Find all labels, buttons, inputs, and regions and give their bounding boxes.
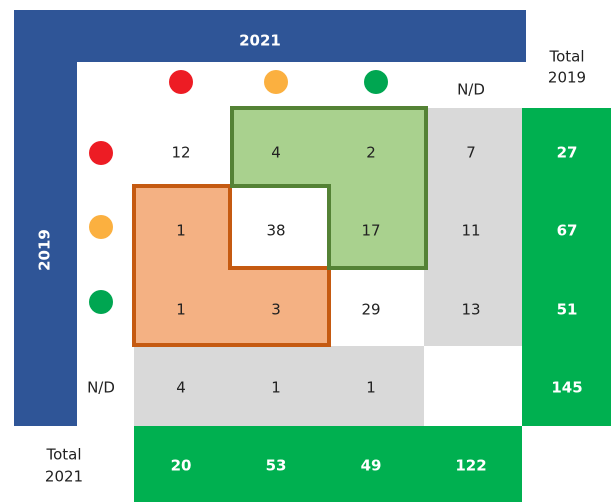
green-dot [89,290,113,314]
cell-value: 13 [461,301,480,319]
cell-value: 4 [271,144,281,162]
cell-value: 7 [466,144,476,162]
cell-value: 1 [271,379,281,397]
top-band [14,10,526,62]
row-total-band [522,108,611,426]
cell-value: 38 [266,222,285,240]
column-total-band [134,426,522,502]
cell-value: 11 [461,222,480,240]
red-dot [169,70,193,94]
green-region [230,106,428,270]
cell-value: 12 [171,144,190,162]
row-total: 67 [557,222,578,240]
cell-value: 29 [361,301,380,319]
green-dot [364,70,388,94]
cell-value: 3 [271,301,281,319]
amber-dot [264,70,288,94]
cell-value: 1 [366,379,376,397]
nd-row [134,346,424,426]
column-total: 122 [455,457,486,475]
column-total: 49 [361,457,382,475]
column-total: 53 [266,457,287,475]
row-total: 27 [557,144,578,162]
orange-region [132,184,331,347]
side-band [14,10,77,426]
total-row-label: Total [45,446,81,464]
column-nd: N/D [457,81,485,99]
row-nd: N/D [87,379,115,397]
side-label: 2019 [36,229,54,271]
cell-value: 2 [366,144,376,162]
red-dot [89,141,113,165]
row-total: 51 [557,301,578,319]
row-total: 145 [551,379,582,397]
nd-column [424,108,522,346]
cell-value: 17 [361,222,380,240]
cell-value: 1 [176,222,186,240]
column-total: 20 [171,457,192,475]
total-row-label: 2021 [45,468,83,486]
top-label: 2021 [239,32,281,50]
cell-value: 1 [176,301,186,319]
amber-dot [89,215,113,239]
cell-value: 4 [176,379,186,397]
total-column-label: 2019 [548,69,586,87]
total-column-label: Total [548,48,584,66]
